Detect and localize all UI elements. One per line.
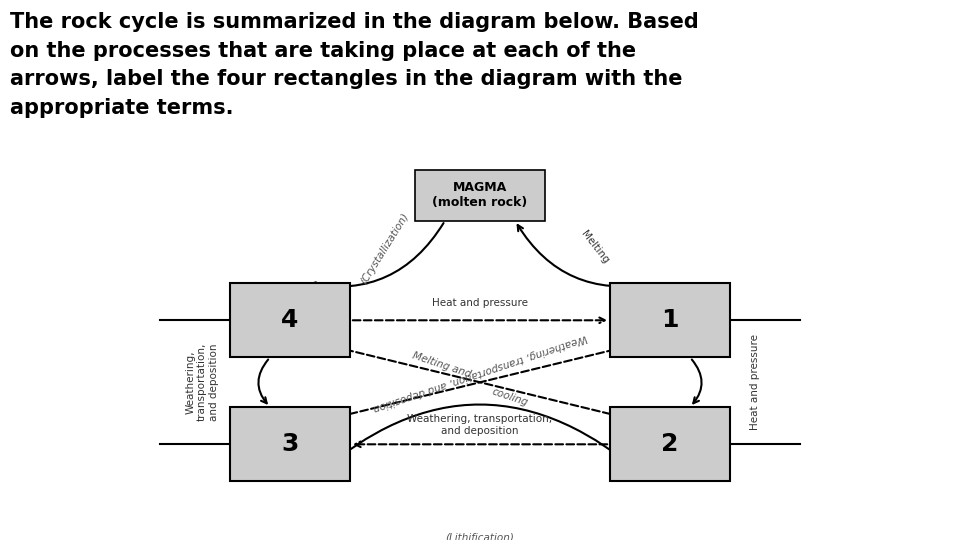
Bar [610,407,730,481]
Text: (Lithification): (Lithification) [445,532,515,540]
Text: Heat and pressure: Heat and pressure [432,298,528,308]
Text: Weathering,
transportation,
and deposition: Weathering, transportation, and depositi… [185,343,219,422]
Text: 3: 3 [281,433,299,456]
Bar [230,283,350,357]
Text: Melting and: Melting and [411,350,472,379]
Text: Weathering, transportation,
and deposition: Weathering, transportation, and depositi… [407,414,553,436]
Bar [230,407,350,481]
Text: 1: 1 [661,308,679,332]
Bar [415,170,545,221]
Text: (Crystallization): (Crystallization) [359,212,411,286]
Text: MAGMA
(molten rock): MAGMA (molten rock) [432,181,528,210]
Text: cooling: cooling [491,386,529,408]
Text: 2: 2 [661,433,679,456]
Text: Melting: Melting [579,229,611,265]
Text: The rock cycle is summarized in the diagram below. Based
on the processes that a: The rock cycle is summarized in the diag… [10,12,699,118]
Text: Heat and pressure: Heat and pressure [750,334,760,430]
Text: 4: 4 [281,308,299,332]
Text: Weathering, transportation, and deposition: Weathering, transportation, and depositi… [372,332,588,413]
Bar [610,283,730,357]
